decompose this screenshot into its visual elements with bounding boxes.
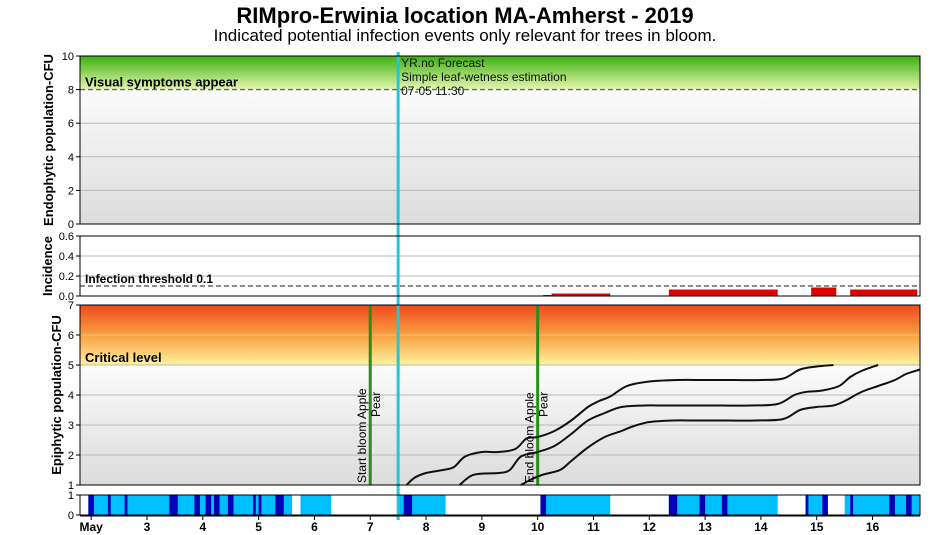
wetness-period-dense <box>258 495 262 515</box>
bloom-marker-label: End bloom Apple <box>523 392 537 483</box>
endophytic-ytick-label: 2 <box>68 185 74 197</box>
x-axis-tick-label: 9 <box>479 520 486 534</box>
wetness-period-dense <box>822 495 828 515</box>
wetness-period-dense <box>540 495 547 515</box>
forecast-label: Simple leaf-wetness estimation <box>401 70 566 84</box>
wetness-period-dense <box>889 495 895 515</box>
epiphytic-ytick-label: 6 <box>68 330 74 342</box>
wetness-period-dense <box>721 495 728 515</box>
epiphytic-critical-zone <box>80 305 920 365</box>
epiphytic-ytick-label: 2 <box>68 450 74 462</box>
wetness-period-dense <box>205 495 212 515</box>
wetness-period <box>88 495 293 515</box>
wetness-period-dense <box>107 495 111 515</box>
wetness-period-dense <box>906 495 912 515</box>
incidence-ytick-label: 0.2 <box>59 271 74 283</box>
endophytic-ytick-label: 6 <box>68 118 74 130</box>
epiphytic-ylabel: Epiphytic population-CFU <box>49 315 64 475</box>
wetness-period-dense <box>275 495 284 515</box>
incidence-background <box>80 236 920 296</box>
incidence-bar <box>811 287 837 296</box>
incidence-bar <box>668 289 778 296</box>
wetness-period-dense <box>213 495 220 515</box>
x-axis-tick-label: 13 <box>698 520 712 534</box>
x-axis-tick-label: 10 <box>531 520 545 534</box>
chart-subtitle: Indicated potential infection events onl… <box>213 26 717 45</box>
epiphytic-frame <box>79 304 921 486</box>
endophytic-ylabel: Endophytic population-CFU <box>41 54 56 226</box>
epiphytic-population-curve <box>458 364 879 486</box>
bloom-marker-label: Start bloom Apple <box>355 388 369 483</box>
wetness-frame <box>79 494 921 516</box>
bloom-marker-label-pear: Pear <box>369 392 383 417</box>
x-axis-tick-label: 4 <box>199 520 206 534</box>
endophytic-symptom-zone <box>80 56 920 90</box>
x-axis-tick-label: 8 <box>423 520 430 534</box>
epiphytic-ytick-label: 1 <box>68 480 74 492</box>
x-axis-tick-label: 7 <box>367 520 374 534</box>
incidence-ytick-label: 0.0 <box>59 291 74 303</box>
incidence-threshold-label: Infection threshold 0.1 <box>85 272 213 286</box>
wetness-period-dense <box>124 495 128 515</box>
epiphytic-population-curve <box>405 364 834 486</box>
endophytic-ytick-label: 0 <box>68 219 74 231</box>
wetness-period-dense <box>699 495 706 515</box>
wetness-period-dense <box>805 495 809 515</box>
forecast-label: YR.no Forecast <box>401 56 485 70</box>
incidence-frame <box>79 235 921 297</box>
endophytic-threshold-label: Visual symptoms appear <box>85 75 238 90</box>
epiphytic-population-curve <box>520 368 921 486</box>
incidence-ylabel: Incidence <box>40 236 55 296</box>
wetness-period-dense <box>850 495 854 515</box>
wetness-period-dense <box>88 495 94 515</box>
incidence-ytick-label: 0.4 <box>59 251 74 263</box>
forecast-label: 07-05 11:30 <box>401 84 464 98</box>
wetness-period-dense <box>403 495 413 515</box>
x-axis-tick-label: 16 <box>866 520 880 534</box>
epiphytic-critical-label: Critical level <box>85 350 162 365</box>
endophytic-ytick-label: 10 <box>62 51 74 63</box>
endophytic-ytick-label: 8 <box>68 85 74 97</box>
endophytic-frame <box>79 55 921 225</box>
wetness-period <box>300 495 332 515</box>
x-axis-tick-label: 6 <box>311 520 318 534</box>
epiphytic-ytick-label: 5 <box>68 360 74 372</box>
incidence-bar <box>850 289 918 296</box>
wetness-ytick-label: 0 <box>68 510 74 522</box>
x-axis-tick-label: 11 <box>587 520 600 534</box>
bloom-marker-label-pear: Pear <box>537 392 551 417</box>
x-axis-month-label: May <box>79 520 103 534</box>
x-axis-tick-label: 15 <box>810 520 824 534</box>
epiphytic-ytick-label: 4 <box>68 390 74 402</box>
wetness-period-dense <box>194 495 200 515</box>
wetness-period-dense <box>253 495 256 515</box>
x-axis-tick-label: 3 <box>144 520 151 534</box>
wetness-period <box>844 495 920 515</box>
wetness-period-dense <box>169 495 178 515</box>
wetness-period-dense <box>227 495 234 515</box>
endophytic-ytick-label: 4 <box>68 152 74 164</box>
incidence-bar <box>551 293 611 296</box>
wetness-period-dense <box>668 495 678 515</box>
x-axis-tick-label: 14 <box>754 520 768 534</box>
chart-title: RIMpro-Erwinia location MA-Amherst - 201… <box>236 3 694 28</box>
x-axis-tick-label: 12 <box>643 520 657 534</box>
epiphytic-ytick-label: 7 <box>68 300 74 312</box>
wetness-ytick-label: 1 <box>68 490 74 502</box>
epiphytic-ytick-label: 3 <box>68 420 74 432</box>
incidence-ytick-label: 0.6 <box>59 231 74 243</box>
x-axis-tick-label: 5 <box>255 520 262 534</box>
wetness-period <box>540 495 611 515</box>
